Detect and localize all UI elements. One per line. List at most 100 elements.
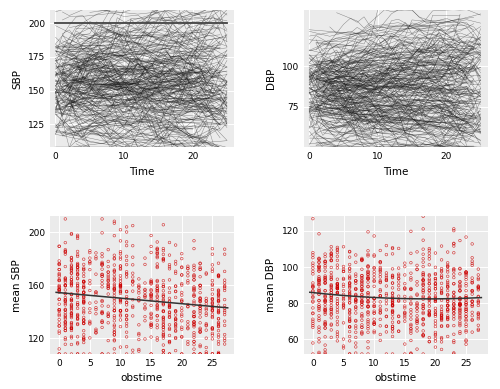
Point: [147, 287, 155, 294]
Point: [340, 293, 347, 300]
Point: [321, 277, 329, 283]
Point: [86, 255, 94, 261]
Point: [370, 253, 378, 259]
Point: [196, 329, 204, 335]
Point: [172, 294, 179, 300]
Point: [462, 269, 470, 275]
Point: [141, 287, 149, 293]
Point: [315, 263, 323, 269]
Point: [214, 291, 222, 297]
Point: [364, 303, 372, 309]
Point: [128, 282, 136, 288]
Point: [315, 306, 323, 312]
Point: [346, 282, 354, 289]
Point: [160, 315, 168, 322]
Point: [358, 301, 366, 307]
Point: [116, 276, 124, 282]
Point: [474, 272, 482, 278]
Point: [426, 262, 434, 268]
Point: [122, 239, 130, 245]
Point: [401, 351, 409, 357]
Point: [334, 286, 342, 292]
Point: [388, 309, 396, 315]
Point: [178, 311, 186, 317]
Point: [462, 271, 470, 277]
Point: [364, 351, 372, 357]
Point: [68, 255, 76, 261]
Point: [62, 283, 70, 289]
Point: [438, 336, 446, 342]
Point: [401, 293, 409, 300]
Point: [92, 289, 100, 295]
Point: [128, 304, 136, 310]
Point: [432, 344, 440, 350]
Point: [315, 255, 323, 261]
Point: [462, 269, 470, 275]
Point: [68, 262, 76, 268]
Point: [438, 287, 446, 294]
Point: [352, 273, 360, 279]
Point: [376, 308, 384, 314]
Point: [407, 351, 415, 357]
Point: [110, 301, 118, 307]
Point: [340, 305, 347, 311]
Point: [153, 251, 161, 257]
Point: [352, 286, 360, 293]
Point: [116, 263, 124, 269]
Point: [74, 301, 82, 308]
Point: [190, 329, 198, 336]
Point: [321, 349, 329, 356]
Point: [80, 317, 88, 323]
Point: [128, 303, 136, 309]
Point: [358, 298, 366, 304]
Point: [334, 290, 342, 296]
Point: [456, 300, 464, 307]
Point: [407, 337, 415, 343]
Point: [190, 314, 198, 320]
Point: [160, 335, 168, 341]
Point: [184, 301, 192, 308]
Point: [450, 281, 458, 287]
Point: [432, 309, 440, 315]
Point: [98, 319, 106, 325]
Point: [208, 277, 216, 284]
Point: [426, 311, 434, 317]
Point: [55, 258, 63, 264]
Point: [80, 305, 88, 312]
Point: [419, 271, 427, 277]
Point: [334, 301, 342, 307]
Point: [388, 272, 396, 278]
Point: [444, 296, 452, 302]
Point: [456, 284, 464, 291]
Point: [327, 276, 335, 282]
Point: [432, 275, 440, 282]
Point: [110, 332, 118, 338]
Point: [340, 345, 347, 351]
Point: [208, 281, 216, 287]
Point: [166, 303, 173, 310]
Point: [68, 324, 76, 330]
Point: [456, 279, 464, 285]
Point: [55, 266, 63, 273]
Point: [352, 325, 360, 331]
Point: [220, 322, 228, 329]
Point: [334, 309, 342, 315]
Point: [214, 287, 222, 293]
Point: [74, 272, 82, 278]
Point: [196, 326, 204, 333]
Point: [388, 300, 396, 307]
Point: [456, 288, 464, 294]
Point: [419, 301, 427, 308]
Point: [364, 290, 372, 296]
Point: [214, 273, 222, 279]
Point: [376, 266, 384, 272]
Point: [178, 282, 186, 288]
Point: [68, 283, 76, 289]
Point: [432, 323, 440, 329]
Point: [55, 286, 63, 293]
Point: [426, 245, 434, 252]
Point: [321, 298, 329, 304]
Point: [315, 268, 323, 274]
Point: [352, 286, 360, 292]
Point: [160, 293, 168, 300]
